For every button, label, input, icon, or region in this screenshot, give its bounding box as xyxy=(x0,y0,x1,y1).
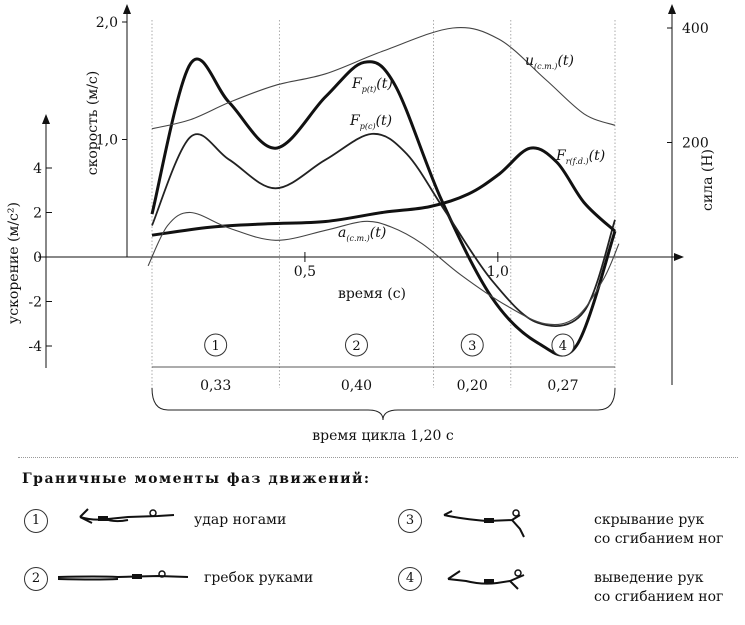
phase-number-badge: 1 xyxy=(24,509,48,533)
phase-number: 4 xyxy=(559,339,567,354)
legend-item-text: гребок руками xyxy=(204,570,314,586)
time-axis-arrow xyxy=(674,253,684,261)
velocity-tick-label: 1,0 xyxy=(96,133,118,149)
phase-duration: 0,20 xyxy=(457,378,488,394)
legend-item-1: 1 удар ногами xyxy=(24,507,384,559)
acceleration-axis-arrow xyxy=(42,114,50,124)
axis-ticks: 1,0 2,0 4 2 0 -2 -4 200 400 0,5 1,0 xyxy=(28,15,708,355)
swimmer-stroke-icon xyxy=(58,570,188,581)
time-axis-label: время (с) xyxy=(338,286,406,302)
swimmer-recovery-icon xyxy=(443,509,525,538)
series-line xyxy=(147,211,620,326)
phase-number-circle xyxy=(460,333,484,357)
phase-number-badge: 3 xyxy=(398,509,422,533)
swimmer-arm-extension-icon xyxy=(447,569,525,590)
acceleration-axis-label: ускорение (м/с²) xyxy=(6,202,22,324)
phase-number: 2 xyxy=(352,339,360,354)
series-label: Fp(t)(t) xyxy=(351,76,393,94)
series-label: u(c.m.)(t) xyxy=(525,53,574,71)
force-tick-label: 400 xyxy=(682,21,709,37)
legend: Граничные моменты фаз движений: 1 удар н… xyxy=(0,455,745,625)
legend-item-3: 3 скрывание рук со сгибанием ног xyxy=(398,507,745,559)
series-label: a(c.m.)(t) xyxy=(338,225,386,243)
legend-item-text: выведение рук со сгибанием ног xyxy=(594,570,724,605)
series-line xyxy=(151,27,616,130)
acceleration-tick-label: 0 xyxy=(33,250,42,266)
chart: 1,0 2,0 4 2 0 -2 -4 200 400 0,5 1,0 Fp(t)(t) u(c.m.… xyxy=(6,4,716,444)
acceleration-tick-label: 2 xyxy=(33,206,42,222)
phase-number-badge: 2 xyxy=(24,567,48,591)
acceleration-tick-label: -4 xyxy=(28,339,42,355)
phase-number-circle xyxy=(344,333,368,357)
legend-item-2: 2 гребок руками xyxy=(24,565,384,617)
swimmer-kick-icon xyxy=(79,508,175,524)
legend-item-text: удар ногами xyxy=(194,512,287,528)
force-tick-label: 200 xyxy=(682,136,709,152)
legend-item-text: скрывание рук со сгибанием ног xyxy=(594,512,724,547)
series-lines xyxy=(147,27,620,357)
phase-duration: 0,40 xyxy=(341,378,372,394)
phase-duration: 0,27 xyxy=(547,378,578,394)
phase-number-badge: 4 xyxy=(398,567,422,591)
legend-title: Граничные моменты фаз движений: xyxy=(22,471,371,487)
phase-markers: 1 0,33 2 0,40 3 0,20 4 0,27 xyxy=(200,333,578,394)
phase-duration: 0,33 xyxy=(200,378,231,394)
phase-number: 3 xyxy=(468,339,476,354)
time-tick-label: 0,5 xyxy=(294,264,316,280)
series-line xyxy=(151,146,617,237)
velocity-axis-arrow xyxy=(123,4,131,14)
phase-number: 1 xyxy=(212,339,220,354)
series-label: Fp(c)(t) xyxy=(349,113,392,131)
series-line xyxy=(151,132,616,327)
velocity-axis-label: скорость (м/с) xyxy=(85,71,101,175)
cycle-time-label: время цикла 1,20 с xyxy=(312,428,454,444)
force-axis-label: сила (Н) xyxy=(700,149,716,211)
cycle-brace xyxy=(151,387,616,421)
force-axis-arrow xyxy=(668,4,676,14)
phase-number-circle xyxy=(204,333,228,357)
acceleration-tick-label: -2 xyxy=(28,295,42,311)
phase-number-circle xyxy=(551,333,575,357)
series-labels: Fp(t)(t) u(c.m.)(t) Fp(c)(t) Fr(f.d.)(t) a(c… xyxy=(338,53,605,243)
legend-divider xyxy=(18,457,738,458)
acceleration-tick-label: 4 xyxy=(33,161,42,177)
velocity-tick-label: 2,0 xyxy=(96,15,118,31)
series-label: Fr(f.d.)(t) xyxy=(555,148,605,166)
series-line xyxy=(150,57,617,357)
time-tick-label: 1,0 xyxy=(487,264,509,280)
legend-item-4: 4 выведение рук со сгибанием ног xyxy=(398,565,745,617)
